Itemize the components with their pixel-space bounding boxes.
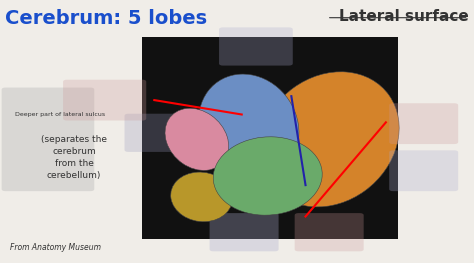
Ellipse shape [213,137,322,215]
FancyBboxPatch shape [1,88,94,191]
FancyBboxPatch shape [295,213,364,251]
FancyBboxPatch shape [63,80,146,120]
FancyBboxPatch shape [210,213,279,251]
FancyBboxPatch shape [389,150,458,191]
Text: Deeper part of lateral sulcus: Deeper part of lateral sulcus [15,112,105,117]
Bar [143,37,398,239]
Text: (separates the
cerebrum
from the
cerebellum): (separates the cerebrum from the cerebel… [41,135,107,180]
FancyBboxPatch shape [389,103,458,144]
Ellipse shape [165,108,228,170]
Text: Cerebrum: 5 lobes: Cerebrum: 5 lobes [5,8,208,28]
Text: Lateral surface: Lateral surface [339,8,469,24]
Ellipse shape [259,72,399,207]
Text: From Anatomy Museum: From Anatomy Museum [10,243,101,252]
FancyBboxPatch shape [219,27,293,65]
Ellipse shape [199,74,299,179]
FancyBboxPatch shape [125,114,179,152]
Ellipse shape [171,172,232,222]
